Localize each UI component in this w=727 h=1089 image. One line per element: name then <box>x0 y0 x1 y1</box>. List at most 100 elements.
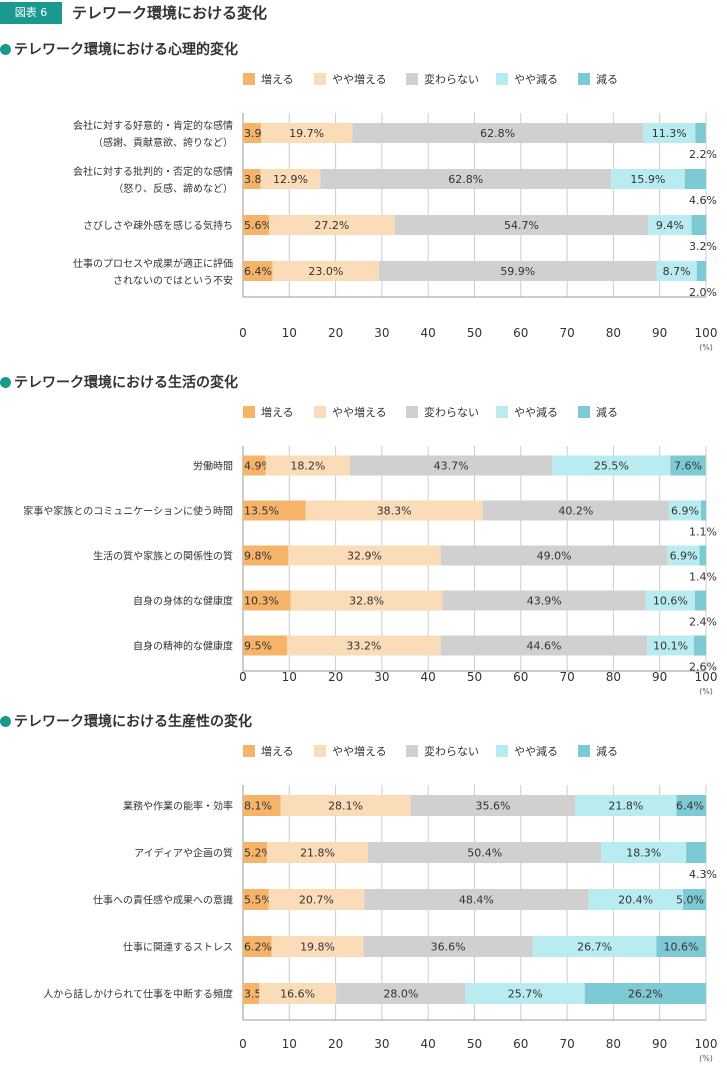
bar-segment <box>286 635 441 656</box>
legend-swatch-2 <box>406 745 418 757</box>
data-label: 62.8% <box>480 127 515 140</box>
bar-segment <box>288 545 441 566</box>
x-tick-label: 40 <box>421 326 436 340</box>
bar-segment <box>647 635 694 656</box>
data-label: 20.7% <box>299 894 334 907</box>
data-label: 44.6% <box>526 640 561 653</box>
x-tick-label: 70 <box>559 1037 574 1051</box>
figure-header: 図表 6 テレワーク環境における変化 <box>0 0 727 26</box>
legend-swatch-1 <box>314 73 326 85</box>
data-label: 13.5% <box>244 505 279 518</box>
category-label: 自身の精神的な健康度 <box>133 640 233 653</box>
bar-segment <box>243 123 262 143</box>
bar-segment <box>259 983 337 1004</box>
data-label: 10.1% <box>653 640 688 653</box>
data-label: 38.3% <box>377 505 412 518</box>
data-label: 28.0% <box>383 988 418 1001</box>
x-axis-unit: (%) <box>699 687 713 696</box>
bar-segment <box>290 590 443 611</box>
x-tick-label: 50 <box>467 670 482 684</box>
data-label: 18.2% <box>290 460 325 473</box>
bar-segment <box>440 635 648 656</box>
category-label: されないのではという不安 <box>113 274 233 287</box>
bar-segment <box>268 215 395 235</box>
bar-segment <box>686 842 706 863</box>
section-title: テレワーク環境における生産性の変化 <box>0 712 252 732</box>
data-label: 1.1% <box>689 526 717 539</box>
bar-segment <box>349 455 553 476</box>
bar-segment <box>368 842 602 863</box>
data-label: 54.7% <box>504 219 539 232</box>
legend-label-0: 増える <box>261 406 294 419</box>
category-label: 会社に対する好意的・肯定的な感情 <box>73 119 233 132</box>
legend-label-2: 変わらない <box>424 744 479 758</box>
bar-segment <box>364 889 589 910</box>
bar-segment <box>584 983 706 1004</box>
legend-label-0: 増える <box>261 73 294 86</box>
category-label: 生活の質や家族との関係性の質 <box>93 550 233 563</box>
stacked-bar-chart-life: 増える やや増える 変わらない やや減る 減る 4.9% 18.2% 43.7% 25.5% 7.… <box>23 405 718 696</box>
data-label: 19.7% <box>289 127 324 140</box>
bar-segment <box>268 889 365 910</box>
bar-segment <box>243 215 269 235</box>
x-tick-label: 80 <box>606 670 621 684</box>
bar-segment <box>243 889 269 910</box>
data-label: 19.8% <box>300 941 335 954</box>
bar-segment <box>271 936 364 957</box>
x-tick-label: 80 <box>606 1037 621 1051</box>
bar-segment <box>442 590 646 611</box>
data-label: 2.6% <box>689 661 717 674</box>
bar-segment <box>267 842 369 863</box>
data-label: 6.2% <box>244 941 272 954</box>
data-label: 33.2% <box>346 640 381 653</box>
bar-segment <box>694 590 706 611</box>
x-axis-unit: (%) <box>699 343 713 352</box>
data-label: 40.2% <box>558 505 593 518</box>
data-label: 7.6% <box>674 460 702 473</box>
bar-segment <box>700 500 706 521</box>
x-tick-label: 40 <box>421 670 436 684</box>
data-label: 32.9% <box>347 550 382 563</box>
x-tick-label: 100 <box>695 670 718 684</box>
section-title-text: テレワーク環境における心理的変化 <box>14 42 238 58</box>
data-label: 12.9% <box>273 173 308 186</box>
bar-segment <box>305 500 483 521</box>
x-axis-unit: (%) <box>699 1054 713 1063</box>
data-label: 5.5% <box>244 894 272 907</box>
data-label: 2.0% <box>689 286 717 299</box>
data-label: 28.1% <box>328 800 363 813</box>
section-title-text: テレワーク環境における生活の変化 <box>14 375 238 391</box>
x-tick-label: 20 <box>328 1037 343 1051</box>
bar-segment <box>272 261 380 281</box>
data-label: 20.4% <box>618 894 653 907</box>
legend-label-1: やや増える <box>332 73 387 86</box>
x-tick-label: 80 <box>606 326 621 340</box>
x-tick-label: 10 <box>282 326 297 340</box>
x-tick-label: 60 <box>513 670 528 684</box>
category-label: アイディアや企画の質 <box>134 847 233 860</box>
bar-segment <box>696 261 706 281</box>
bar-segment <box>668 500 701 521</box>
legend-swatch-1 <box>314 745 326 757</box>
data-label: 3.2% <box>689 240 717 253</box>
data-label: 6.4% <box>244 265 272 278</box>
legend-label-0: 増える <box>261 745 294 758</box>
legend-label-3: やや減る <box>514 744 558 758</box>
data-label: 43.7% <box>434 460 469 473</box>
legend-label-3: やや減る <box>514 72 558 86</box>
bar-segment <box>532 936 657 957</box>
data-label: 32.8% <box>349 595 384 608</box>
legend-swatch-4 <box>578 73 590 85</box>
data-label: 4.3% <box>689 868 717 881</box>
category-label: 仕事に関連するストレス <box>123 941 233 954</box>
data-label: 9.4% <box>656 219 684 232</box>
bullet-dot-icon <box>0 44 11 55</box>
x-tick-label: 70 <box>559 670 574 684</box>
bar-segment <box>336 983 466 1004</box>
category-label: （怒り、反感、諦めなど） <box>113 182 233 195</box>
data-label: 25.5% <box>594 460 629 473</box>
category-label: 人から話しかけられて仕事を中断する頻度 <box>43 988 233 1001</box>
bar-segment <box>243 983 260 1004</box>
data-label: 2.2% <box>689 148 717 161</box>
x-tick-label: 60 <box>513 1037 528 1051</box>
